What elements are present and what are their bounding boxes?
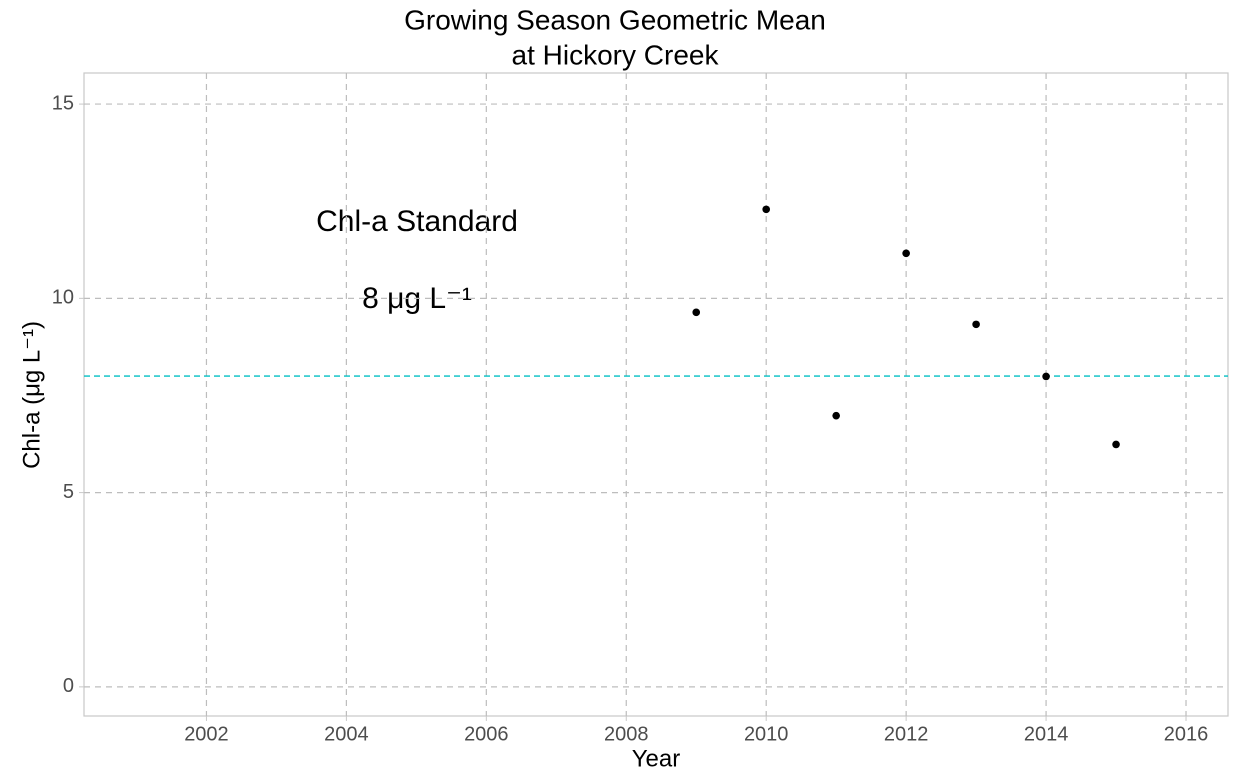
point <box>762 205 771 214</box>
annotation: Chl-a Standard <box>316 205 518 238</box>
y-tick-label: 10 <box>52 287 74 309</box>
x-tick-label: 2002 <box>184 723 229 745</box>
x-tick-label: 2014 <box>1024 723 1069 745</box>
point <box>1112 440 1120 449</box>
x-tick-label: 2008 <box>604 723 649 745</box>
x-axis-title: Year <box>632 745 681 772</box>
point <box>832 411 840 420</box>
x-tick-label: 2006 <box>464 723 509 745</box>
x-tick-label: 2016 <box>1164 723 1209 745</box>
point <box>972 320 980 329</box>
point <box>902 249 910 258</box>
y-tick-label: 15 <box>52 92 74 114</box>
panel-border <box>83 72 1229 717</box>
chart-title: Growing Season Geometric Mean <box>404 4 826 35</box>
chart-title: at Hickory Creek <box>512 39 720 70</box>
y-tick-label: 5 <box>63 481 74 503</box>
x-tick-label: 2010 <box>744 723 789 745</box>
x-tick-label: 2012 <box>884 723 929 745</box>
y-axis-title: Chl-a (μg L⁻¹) <box>18 321 45 469</box>
y-tick-label: 0 <box>63 675 74 697</box>
x-tick-label: 2004 <box>324 723 369 745</box>
point <box>1042 372 1050 381</box>
point <box>692 308 701 317</box>
